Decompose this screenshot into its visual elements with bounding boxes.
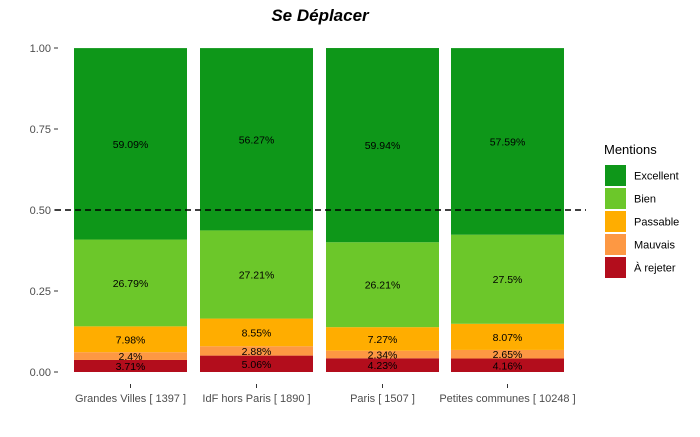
legend-label: Passable	[634, 217, 679, 229]
legend-swatch	[605, 188, 626, 209]
y-tick-label: 0.75	[30, 124, 51, 136]
bar-segment	[451, 323, 564, 350]
bar-segment	[200, 318, 313, 347]
legend-swatch	[605, 257, 626, 278]
y-tick-label: 1.00	[30, 43, 51, 55]
x-tick-label: IdF hors Paris [ 1890 ]	[202, 393, 310, 405]
legend-swatch	[605, 165, 626, 186]
data-label: 2.4%	[119, 351, 143, 363]
x-tick-label: Paris [ 1507 ]	[350, 393, 415, 405]
y-tick-label: 0.25	[30, 286, 51, 298]
data-label: 2.65%	[493, 349, 523, 361]
bar-segment	[74, 326, 187, 353]
data-label: 27.5%	[493, 274, 523, 286]
data-label: 2.34%	[368, 350, 398, 362]
segment-labels-group: 3.71%2.4% 7.98% 26.79% 59.09% 5.06%2.88% 8.55…	[113, 134, 526, 373]
legend-label: À rejeter	[634, 262, 676, 275]
legend-title: Mentions	[604, 142, 657, 157]
x-tick-label: Petites communes [ 10248 ]	[439, 393, 575, 405]
data-label: 4.16%	[493, 360, 523, 372]
data-label: 5.06%	[242, 359, 272, 371]
legend-swatch	[605, 211, 626, 232]
data-label: 26.79%	[113, 278, 149, 290]
data-label: 3.71%	[116, 361, 146, 373]
data-label: 2.88%	[242, 346, 272, 358]
bar-segment	[451, 234, 564, 324]
y-tick-label: 0.50	[30, 205, 51, 217]
data-label: 4.23%	[368, 360, 398, 372]
legend-label: Excellent	[634, 171, 679, 183]
data-label: 56.27%	[239, 134, 275, 146]
data-label: 26.21%	[365, 280, 401, 292]
bar-segment	[326, 327, 439, 351]
data-label: 8.07%	[493, 332, 523, 344]
bar-segment	[326, 358, 439, 372]
data-label: 7.27%	[368, 334, 398, 346]
bars-group	[74, 48, 564, 372]
chart-title: Se Déplacer	[271, 6, 370, 25]
bar-segment	[74, 352, 187, 360]
bar-segment	[200, 48, 313, 231]
y-axis: 0.00 0.25 0.50 0.75 1.00	[30, 43, 58, 379]
legend-label: Bien	[634, 194, 656, 206]
data-label: 57.59%	[490, 136, 526, 148]
legend-swatch	[605, 234, 626, 255]
legend-label: Mauvais	[634, 240, 675, 252]
bar-segment	[200, 346, 313, 356]
bar-segment	[451, 358, 564, 372]
x-axis: Grandes Villes [ 1397 ] IdF hors Paris [ …	[75, 384, 576, 405]
bar-segment	[451, 48, 564, 235]
data-label: 8.55%	[242, 327, 272, 339]
x-tick-label: Grandes Villes [ 1397 ]	[75, 393, 186, 405]
data-label: 59.94%	[365, 140, 401, 152]
bar-segment	[74, 359, 187, 372]
bar-segment	[74, 239, 187, 327]
bar-segment	[74, 48, 187, 240]
legend: Mentions Excellent Bien Passable Mauvais À r…	[604, 142, 679, 278]
bar-segment	[326, 242, 439, 328]
data-label: 7.98%	[116, 334, 146, 346]
bar-segment	[326, 350, 439, 359]
bar-segment	[200, 355, 313, 372]
bar-segment	[451, 349, 564, 359]
data-label: 59.09%	[113, 139, 149, 151]
y-tick-label: 0.00	[30, 367, 51, 379]
data-label: 27.21%	[239, 269, 275, 281]
bar-segment	[200, 230, 313, 319]
